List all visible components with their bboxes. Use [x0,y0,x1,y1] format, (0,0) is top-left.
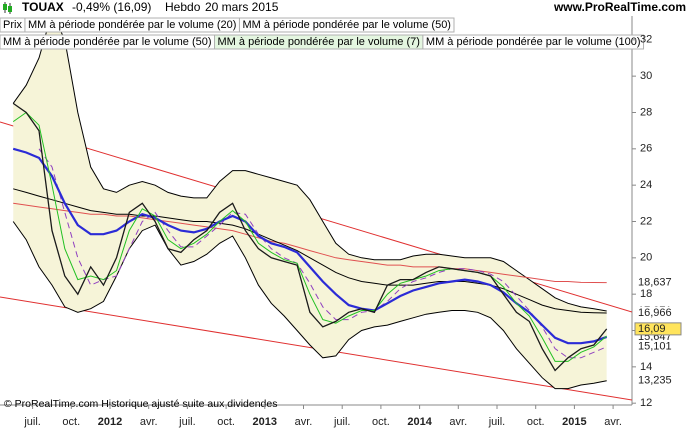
x-tick-label: 2013 [253,416,277,428]
x-tick-label: juil. [178,416,196,428]
date: 20 mars 2015 [205,0,279,14]
legend-label: MM à période pondérée par le volume (7) [218,36,420,48]
x-tick-label: oct. [527,416,545,428]
value-badge-label: 13,235 [638,375,672,387]
series-line [13,188,607,314]
value-badge-label: 18,637 [638,277,672,289]
value-badge-label: 16,09 [638,323,666,335]
value-badge [635,306,681,319]
y-tick-label: 28 [640,106,652,118]
legend-label: Prix [3,19,22,31]
legend-label: MM à période pondérée par le volume (50) [242,19,451,31]
footnote: © ProRealTime.com Historique ajusté suit… [4,398,277,410]
x-tick-label: oct. [62,416,80,428]
band-fill [13,28,607,389]
legend-label: MM à période pondérée par le volume (20) [28,19,237,31]
x-tick-label: juil. [333,416,351,428]
y-tick-label: 30 [640,70,652,82]
change: -0,49% (16,09) [72,0,151,14]
value-badge-label: 16,966 [638,307,672,319]
y-tick-label: 22 [640,215,652,227]
y-tick-label: 24 [640,179,652,191]
x-tick-label: avr. [295,416,313,428]
value-badge [634,322,682,336]
value-badge [635,340,681,353]
y-tick-label: 14 [640,361,652,373]
x-tick-label: 2015 [562,416,586,428]
legend-label: MM à période pondérée par le volume (50) [3,36,212,48]
series-line [12,147,608,345]
y-tick-label: 18 [640,288,652,300]
ticker: TOUAX [22,0,64,14]
y-tick-label: 32 [640,34,652,46]
legend-box[interactable] [238,17,455,33]
x-tick-label: juil. [488,416,506,428]
x-tick-label: 2014 [407,416,432,428]
legend-box[interactable] [422,34,645,50]
legend: Prix MM à période pondérée par le volume … [0,17,645,50]
value-badge-label: 15,101 [638,341,672,353]
plot [0,28,632,401]
x-tick-label: juil. [23,416,41,428]
y-tick-label: 12 [640,397,652,409]
period: Hebdo [165,0,201,14]
band-lower [12,221,607,390]
x-tick-label: oct. [217,416,235,428]
x-tick-label: avr. [140,416,158,428]
x-tick-label: avr. [449,416,467,428]
source: www.ProRealTime.com [553,0,686,14]
y-tick-label: 20 [640,252,652,264]
legend-label: MM à période pondérée par le volume (100… [426,36,641,48]
series-line [12,111,608,362]
value-badge [635,276,681,289]
x-tick-label: oct. [372,416,390,428]
value-badge [635,374,681,387]
series-line [13,202,607,284]
x-tick-label: 2012 [98,416,122,428]
y-tick-label: 26 [640,143,652,155]
band-upper [12,28,607,312]
series-line [12,102,608,372]
x-tick-label: avr. [604,416,622,428]
series-line [38,148,607,359]
logo [3,2,12,14]
